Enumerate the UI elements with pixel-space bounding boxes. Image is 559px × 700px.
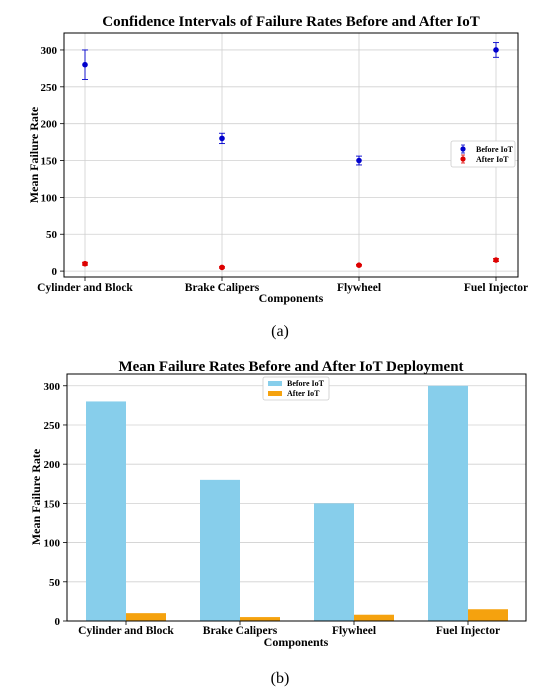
- chart-a-point-after: [82, 260, 88, 267]
- chart-b-plot-area: [66, 373, 527, 622]
- chart-a-point-before: [356, 155, 362, 166]
- chart-b-xlabel: Components: [264, 635, 329, 649]
- chart-b-bar-before: [428, 385, 468, 621]
- chart-a-marker: [219, 135, 225, 142]
- chart-b-ylabel: Mean Failure Rate: [29, 448, 43, 545]
- chart-b-x-tick-label: Cylinder and Block: [78, 625, 174, 637]
- chart-a-legend-label-after: After IoT: [476, 155, 509, 164]
- chart-b-legend-swatch-after: [268, 391, 282, 396]
- chart-b-legend-swatch-before: [268, 381, 282, 386]
- chart-a-point-before: [82, 49, 88, 80]
- chart-a-marker: [493, 47, 499, 53]
- chart-b-y-tick-label: 300: [44, 381, 61, 393]
- chart-a-legend-marker-after: [460, 154, 466, 164]
- chart-a: Confidence Intervals of Failure Rates Be…: [27, 14, 528, 340]
- chart-a-marker: [219, 264, 225, 271]
- chart-b-bar-after: [126, 613, 166, 621]
- chart-a-plot-area: [63, 32, 519, 278]
- chart-a-x-tick-label: Brake Calipers: [185, 282, 260, 294]
- chart-a-grid: [64, 33, 518, 277]
- chart-a-ylabel: Mean Failure Rate: [27, 106, 41, 203]
- chart-a-x-tick-label: Flywheel: [337, 282, 381, 294]
- chart-b-x-tick-label: Flywheel: [332, 625, 376, 637]
- chart-b-legend-label-after: After IoT: [287, 389, 320, 398]
- chart-b-bar-before: [200, 479, 240, 621]
- chart-b-title: Mean Failure Rates Before and After IoT …: [118, 359, 463, 375]
- chart-a-point-before: [493, 42, 499, 58]
- chart-b-bar-after: [240, 617, 280, 621]
- chart-b-y-tick-label: 250: [44, 420, 61, 432]
- chart-a-xlabel: Components: [259, 291, 324, 305]
- chart-a-y-tick-label: 100: [41, 192, 58, 204]
- chart-a-marks: [82, 42, 499, 271]
- chart-b-y-tick-label: 50: [49, 577, 61, 589]
- chart-a-y-tick-label: 150: [41, 156, 58, 168]
- chart-a-legend-label-before: Before IoT: [476, 145, 514, 154]
- chart-b-y-tick-label: 200: [44, 459, 61, 471]
- chart-b-x-ticks: Cylinder and Block Brake Calipers Flywheel…: [78, 621, 500, 637]
- chart-b-x-tick-label: Fuel Injector: [436, 625, 500, 637]
- chart-b-bar-after: [354, 614, 394, 621]
- chart-b-bar-after: [468, 609, 508, 621]
- chart-a-marker: [356, 157, 362, 164]
- chart-a-legend: Before IoT After IoT: [450, 140, 516, 168]
- chart-b-y-ticks: 0 50 100 150 200 250 300: [44, 381, 67, 628]
- chart-a-y-ticks: 0 50 100 150 200 250 300: [41, 45, 64, 278]
- chart-a-point-after: [493, 257, 499, 263]
- chart-b-bar-before: [86, 401, 126, 621]
- chart-a-y-tick-label: 200: [41, 119, 58, 131]
- chart-a-y-tick-label: 50: [46, 229, 58, 241]
- chart-a-marker: [82, 61, 88, 68]
- chart-b-y-tick-label: 0: [55, 616, 61, 628]
- chart-a-title: Confidence Intervals of Failure Rates Be…: [102, 14, 479, 30]
- chart-a-x-tick-label: Cylinder and Block: [37, 282, 133, 294]
- chart-b-marks: [86, 385, 508, 621]
- chart-b-bar-before: [314, 503, 354, 621]
- chart-a-marker: [493, 257, 499, 263]
- chart-b-y-tick-label: 150: [44, 498, 61, 510]
- chart-b-caption: (b): [271, 670, 290, 687]
- chart-b-legend-label-before: Before IoT: [287, 379, 325, 388]
- chart-b-legend: Before IoT After IoT: [262, 376, 330, 401]
- chart-a-point-after: [219, 264, 225, 271]
- chart-a-marker: [356, 262, 362, 269]
- chart-a-x-ticks: Cylinder and Block Brake Calipers Flywheel…: [37, 277, 528, 294]
- chart-b-y-tick-label: 100: [44, 538, 61, 550]
- chart-a-caption: (a): [271, 323, 289, 340]
- chart-a-point-before: [219, 132, 225, 145]
- chart-b: Mean Failure Rates Before and After IoT …: [29, 359, 527, 687]
- chart-a-y-tick-label: 250: [41, 82, 58, 94]
- chart-a-legend-marker-before: [460, 144, 466, 154]
- chart-b-x-tick-label: Brake Calipers: [203, 625, 278, 637]
- chart-a-marker: [82, 260, 88, 267]
- chart-a-y-tick-label: 300: [41, 45, 58, 57]
- chart-a-legend-box: [450, 140, 516, 168]
- chart-a-y-tick-label: 0: [52, 266, 58, 278]
- chart-a-point-after: [356, 262, 362, 269]
- chart-a-x-tick-label: Fuel Injector: [464, 282, 528, 294]
